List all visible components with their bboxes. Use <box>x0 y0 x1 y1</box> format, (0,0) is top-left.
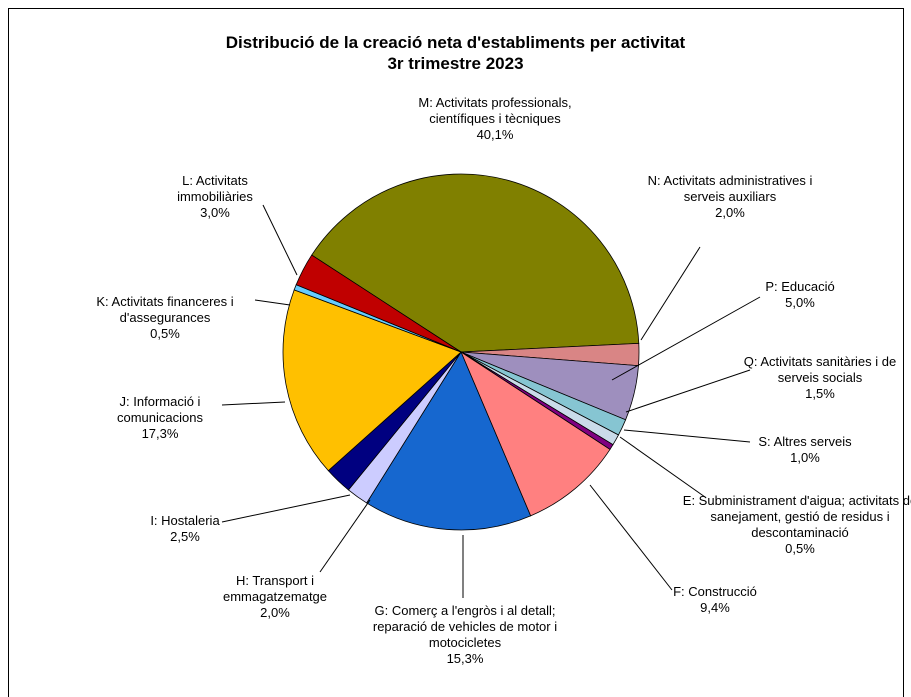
slice-value: 15,3% <box>446 651 484 666</box>
leader-line <box>221 494 351 523</box>
slice-category: S: Altres serveis <box>758 434 852 449</box>
leader-line <box>619 436 706 498</box>
slice-value: 2,0% <box>260 605 290 620</box>
slice-value: 17,3% <box>141 426 179 441</box>
leader-line <box>589 484 673 591</box>
slice-category: I: Hostaleria <box>150 513 220 528</box>
slice-category: K: Activitats financeres i d'assegurance… <box>96 294 234 325</box>
slice-value: 40,1% <box>476 127 514 142</box>
leader-line <box>254 299 291 306</box>
slice-value: 9,4% <box>700 600 730 615</box>
leader-line <box>221 401 286 406</box>
slice-label: K: Activitats financeres i d'assegurance… <box>65 294 265 342</box>
slice-label: G: Comerç a l'engròs i al detall; repara… <box>350 603 580 667</box>
slice-category: P: Educació <box>765 279 835 294</box>
leader-line <box>262 204 298 276</box>
slice-category: F: Construcció <box>673 584 757 599</box>
slice-category: J: Informació i comunicacions <box>117 394 203 425</box>
slice-label: P: Educació 5,0% <box>755 279 845 311</box>
slice-value: 1,0% <box>790 450 820 465</box>
pie-slice <box>366 351 532 531</box>
leader-line <box>319 499 371 573</box>
slice-label: N: Activitats administratives i serveis … <box>640 173 820 221</box>
slice-label: F: Construcció 9,4% <box>655 584 775 616</box>
slice-label: S: Altres serveis 1,0% <box>745 434 865 466</box>
leader-line <box>623 429 751 443</box>
slice-category: Q: Activitats sanitàries i de serveis so… <box>743 354 897 385</box>
slice-value: 3,0% <box>200 205 230 220</box>
slice-category: M: Activitats professionals, científique… <box>418 95 572 126</box>
slice-label: Q: Activitats sanitàries i de serveis so… <box>735 354 905 402</box>
slice-value: 0,5% <box>150 326 180 341</box>
pie-slice <box>282 289 462 472</box>
slice-label: I: Hostaleria 2,5% <box>135 513 235 545</box>
slice-category: G: Comerç a l'engròs i al detall; repara… <box>372 603 558 650</box>
slice-category: H: Transport i emmagatzematge <box>222 573 328 604</box>
slice-value: 0,5% <box>785 541 815 556</box>
slice-label: L: Activitats immobiliàries 3,0% <box>160 173 270 221</box>
chart-title: Distribució de la creació neta d'establi… <box>225 33 686 52</box>
slice-label: M: Activitats professionals, científique… <box>385 95 605 143</box>
slice-value: 1,5% <box>805 386 835 401</box>
slice-category: L: Activitats immobiliàries <box>177 173 253 204</box>
leader-line <box>640 246 701 341</box>
leader-line <box>625 369 751 413</box>
pie-slice <box>295 254 462 353</box>
slice-label: E: Subministrament d'aigua; activitats d… <box>680 493 911 557</box>
slice-label: J: Informació i comunicacions 17,3% <box>95 394 225 442</box>
slice-value: 5,0% <box>785 295 815 310</box>
slice-category: N: Activitats administratives i serveis … <box>647 173 813 204</box>
slice-category: E: Subministrament d'aigua; activitats d… <box>682 493 911 540</box>
leader-line <box>611 296 761 381</box>
slice-value: 2,0% <box>715 205 745 220</box>
slice-label: H: Transport i emmagatzematge 2,0% <box>210 573 340 621</box>
chart-frame <box>8 8 904 697</box>
pie-slice <box>311 173 640 353</box>
pie-slice <box>460 350 611 517</box>
slice-value: 2,5% <box>170 529 200 544</box>
chart-subtitle: 3r trimestre 2023 <box>387 54 524 73</box>
